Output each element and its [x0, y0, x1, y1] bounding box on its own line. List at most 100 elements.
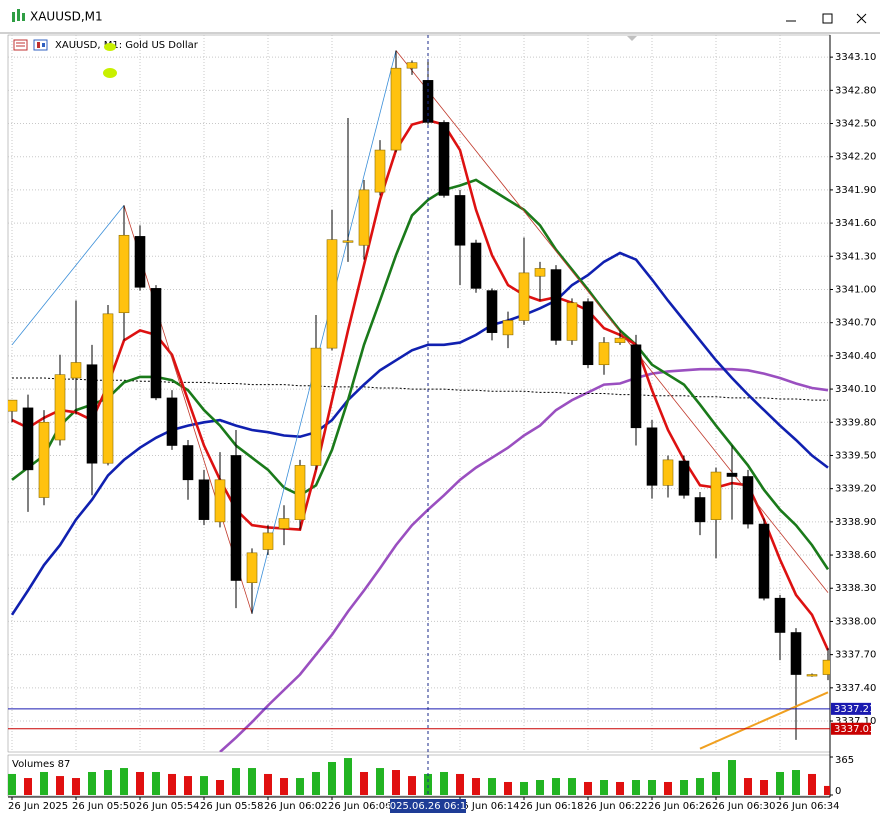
- volume-bar: [696, 778, 704, 795]
- y-tick-label: 3341.00: [835, 284, 876, 295]
- y-tick-label: 3337.40: [835, 683, 876, 694]
- bear-candle-body: [134, 236, 146, 288]
- minimize-button[interactable]: [775, 4, 807, 30]
- volume-bar: [312, 771, 320, 795]
- volume-bar: [72, 778, 80, 795]
- bear-candle-body: [166, 397, 178, 446]
- x-tick-label: 26 Jun 06:26: [648, 801, 712, 812]
- volume-bar: [408, 776, 416, 795]
- bull-candle-body: [406, 62, 418, 69]
- volume-bar: [616, 781, 624, 795]
- volume-bar: [184, 776, 192, 795]
- volume-bar: [280, 778, 288, 795]
- trend-line: [699, 691, 829, 750]
- signal-markers: [103, 43, 117, 78]
- maximize-button[interactable]: [811, 4, 843, 30]
- volume-bar: [792, 770, 800, 795]
- y-tick-label: 3339.20: [835, 484, 876, 495]
- volume-title: Volumes 87: [12, 759, 70, 770]
- volume-bar: [424, 773, 432, 795]
- y-tick-label: 3338.60: [835, 550, 876, 561]
- bull-candle-body: [310, 347, 322, 466]
- volume-bar: [56, 776, 64, 795]
- x-tick-label: 26 Jun 06:14: [456, 801, 520, 812]
- bull-candle-body: [342, 240, 354, 243]
- x-tick-label: 26 Jun 05:50: [72, 801, 136, 812]
- crosshair-label: 2025.06.26 06:12: [383, 801, 472, 812]
- volume-bar: [8, 773, 16, 795]
- volume-bar: [328, 761, 336, 795]
- volume-bar: [664, 781, 672, 795]
- bull-candle-body: [806, 674, 818, 677]
- bull-candle-body: [710, 471, 722, 520]
- y-tick-label: 3340.10: [835, 384, 876, 395]
- zigzag-segment: [123, 205, 253, 614]
- volume-bar: [600, 780, 608, 795]
- bear-candle-body: [790, 632, 802, 675]
- volume-bar: [216, 780, 224, 795]
- bull-candle-body: [102, 313, 114, 464]
- y-tick-label: 3341.30: [835, 251, 876, 262]
- volume-bar: [104, 770, 112, 795]
- y-tick-label: 3340.70: [835, 318, 876, 329]
- volume-bar: [456, 773, 464, 795]
- volume-bar: [120, 768, 128, 795]
- close-button[interactable]: [846, 4, 878, 30]
- bull-candle-body: [70, 362, 82, 379]
- x-tick-label: 26 Jun 06:30: [712, 801, 776, 812]
- bull-candle-body: [662, 459, 674, 486]
- window-icon: [12, 9, 25, 22]
- bull-candle-body: [358, 189, 370, 246]
- volume-bar: [296, 778, 304, 795]
- volume-bar: [440, 771, 448, 795]
- bull-candle-body: [326, 239, 338, 349]
- bull-candle-body: [214, 479, 226, 523]
- y-tick-label: 3343.10: [835, 52, 876, 63]
- volume-bar: [760, 780, 768, 795]
- bull-candle-body: [262, 532, 274, 550]
- bear-candle-body: [230, 455, 242, 581]
- bear-candle-body: [454, 195, 466, 246]
- bear-candle-body: [646, 427, 658, 486]
- bear-candle-body: [438, 122, 450, 196]
- bull-candle-body: [118, 234, 130, 314]
- bear-candle-body: [182, 445, 194, 481]
- y-tick-label: 3337.10: [835, 716, 876, 727]
- bull-candle-body: [278, 518, 290, 529]
- bull-candle-body: [246, 552, 258, 584]
- volume-bar: [824, 785, 830, 795]
- x-tick-label: 26 Jun 06:34: [776, 801, 840, 812]
- bull-candle-body: [598, 342, 610, 366]
- volume-tick-label: 0: [835, 786, 841, 797]
- volume-bars: [8, 758, 830, 795]
- price-tag: [831, 702, 871, 715]
- volume-bar: [552, 778, 560, 795]
- bull-candle-body: [614, 337, 626, 343]
- volume-bar: [808, 773, 816, 795]
- indicator-line: [11, 178, 830, 571]
- bear-candle-body: [150, 288, 162, 399]
- volume-bar: [344, 758, 352, 795]
- y-tick-label: 3338.30: [835, 583, 876, 594]
- bull-candle-body: [294, 465, 306, 520]
- y-tick-label: 3338.90: [835, 517, 876, 528]
- shift-marker: [627, 36, 637, 41]
- overlays: [8, 691, 830, 750]
- title-bar: [0, 0, 880, 33]
- volume-bar: [584, 781, 592, 795]
- candles: [8, 50, 830, 740]
- bear-candle-body: [742, 476, 754, 525]
- volume-bar: [568, 778, 576, 795]
- volume-bar: [264, 773, 272, 795]
- bear-candle-body: [486, 290, 498, 333]
- volume-bar: [88, 771, 96, 795]
- indicators: [10, 50, 830, 752]
- x-tick-label: 26 Jun 05:54: [136, 801, 200, 812]
- volume-bar: [136, 771, 144, 795]
- bear-candle-body: [694, 497, 706, 523]
- bear-candle-body: [550, 269, 562, 341]
- x-tick-label: 26 Jun 06:18: [520, 801, 584, 812]
- grid: [8, 35, 830, 752]
